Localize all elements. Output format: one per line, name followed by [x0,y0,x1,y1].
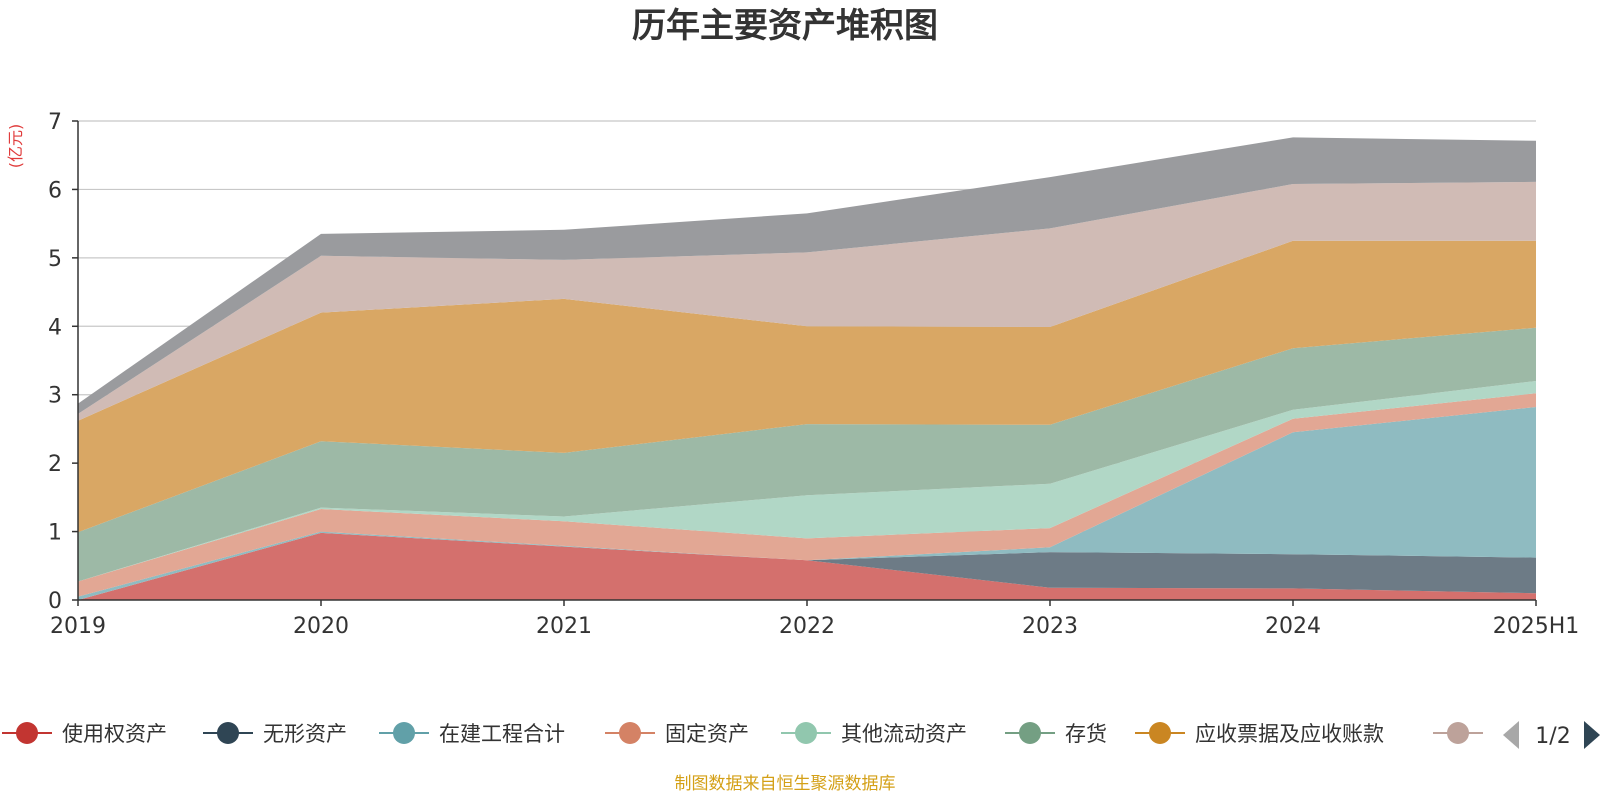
legend: 使用权资产 无形资产 在建工程合计 固定资产 其他流动资产 存货 应收票据及应收账款 1/2 [2,721,1600,749]
area-series-5 [78,327,1536,582]
legend-label-6: 应收票据及应收账款 [1195,722,1384,746]
x-tick-label-3: 2022 [779,614,835,639]
legend-item-5[interactable]: 存货 [1005,722,1107,746]
area-series-3 [78,393,1536,597]
y-tick-label-3: 3 [48,384,62,409]
legend-item-3[interactable]: 固定资产 [605,722,749,746]
area-series-1 [78,532,1536,600]
legend-marker-6 [1149,722,1171,744]
x-tick-label-4: 2023 [1022,614,1078,639]
legend-marker-3 [619,722,641,744]
x-tick-label-2: 2021 [536,614,592,639]
y-tick-label-4: 4 [48,315,62,340]
area-series-2 [78,407,1536,600]
y-tick-label-7: 7 [48,110,62,135]
source-note: 制图数据来自恒生聚源数据库 [675,774,896,794]
x-tick-label-0: 2019 [50,614,106,639]
axes: 0 1 2 3 4 5 6 7 2019 2020 2021 2022 2023 2024 2025H1 [48,110,1579,639]
legend-label-2: 在建工程合计 [439,722,565,746]
legend-marker-4 [795,722,817,744]
area-series-8 [78,137,1536,414]
y-tick-label-5: 5 [48,247,62,272]
area-series-group [78,137,1536,600]
legend-label-3: 固定资产 [665,722,749,746]
legend-marker-5 [1019,722,1041,744]
legend-label-0: 使用权资产 [62,722,167,746]
x-tick-label-5: 2024 [1265,614,1321,639]
legend-marker-2 [393,722,415,744]
y-tick-label-0: 0 [48,589,62,614]
x-tick-label-1: 2020 [293,614,349,639]
legend-item-2[interactable]: 在建工程合计 [379,722,565,746]
y-tick-label-2: 2 [48,452,62,477]
x-tick-label-6: 2025H1 [1493,614,1580,639]
legend-label-1: 无形资产 [263,722,347,746]
legend-item-4[interactable]: 其他流动资产 [781,722,967,746]
chart-title: 历年主要资产堆积图 [632,6,938,46]
y-axis-unit-label: (亿元) [6,124,25,169]
area-series-6 [78,240,1536,533]
legend-prev-page-icon[interactable] [1503,721,1519,749]
legend-item-1[interactable]: 无形资产 [203,722,347,746]
legend-label-4: 其他流动资产 [841,722,967,746]
legend-label-5: 存货 [1065,722,1107,746]
legend-item-6[interactable]: 应收票据及应收账款 [1135,722,1384,746]
area-series-4 [78,381,1536,582]
y-tick-label-1: 1 [48,521,62,546]
legend-marker-0 [16,722,38,744]
legend-item-7[interactable] [1433,722,1483,744]
legend-marker-7 [1447,722,1469,744]
legend-page-indicator: 1/2 [1535,724,1570,749]
legend-marker-1 [217,722,239,744]
legend-item-0[interactable]: 使用权资产 [2,722,167,746]
legend-next-page-icon[interactable] [1584,721,1600,749]
area-series-0 [78,532,1536,600]
area-series-7 [78,181,1536,421]
y-tick-label-6: 6 [48,178,62,203]
